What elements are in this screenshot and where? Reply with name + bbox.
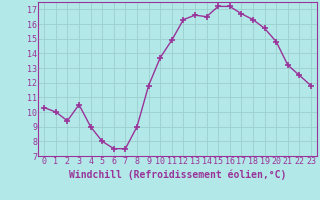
X-axis label: Windchill (Refroidissement éolien,°C): Windchill (Refroidissement éolien,°C) xyxy=(69,169,286,180)
